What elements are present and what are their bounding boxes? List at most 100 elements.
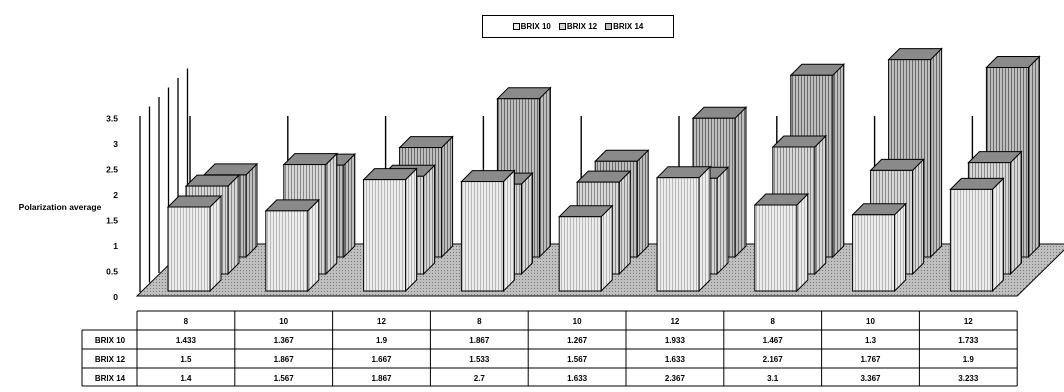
x-tick-label: 10 — [279, 317, 288, 326]
bar-side — [618, 169, 631, 276]
legend-label: BRIX 10 — [520, 22, 551, 31]
bar-front — [558, 216, 602, 292]
bar-side — [991, 177, 1004, 293]
bar-front — [167, 206, 211, 292]
bar-side — [538, 86, 551, 259]
bar — [362, 167, 418, 293]
table-cell-value: 1.267 — [567, 336, 588, 345]
table-cell-value: 1.3 — [865, 336, 877, 345]
table-row-header: BRIX 14 — [95, 374, 126, 383]
legend: BRIX 10 BRIX 12 BRIX 14 — [482, 15, 674, 38]
bar-side — [227, 173, 240, 276]
x-tick-label: 8 — [184, 317, 189, 326]
bar — [264, 198, 321, 293]
bar-side — [441, 135, 454, 259]
bar-side — [343, 152, 356, 259]
table-cell-value: 1.867 — [274, 355, 295, 364]
table-cell-value: 2.7 — [474, 374, 486, 383]
y-tick-label: 1 — [113, 241, 118, 251]
x-tick-label: 8 — [770, 317, 775, 326]
bar-side — [307, 198, 320, 293]
bar-side — [832, 63, 845, 259]
table-cell-value: 1.633 — [665, 355, 686, 364]
table-row-header: BRIX 10 — [95, 336, 126, 345]
bar-front — [363, 179, 407, 292]
bar-front — [852, 214, 896, 292]
y-tick-label: 3.5 — [106, 114, 118, 124]
bar — [166, 194, 223, 293]
table-cell-value: 1.633 — [567, 374, 588, 383]
x-tick-label: 8 — [477, 317, 482, 326]
table-cell-value: 1.867 — [469, 336, 490, 345]
x-tick-label: 10 — [866, 317, 875, 326]
x-tick-label: 12 — [377, 317, 386, 326]
bar-side — [636, 149, 649, 259]
bar-front — [656, 177, 700, 292]
bar-front — [265, 210, 309, 292]
bar-front — [754, 204, 798, 292]
table-cell-value: 1.767 — [860, 355, 881, 364]
legend-label: BRIX 12 — [566, 22, 598, 31]
legend-item: BRIX 10 — [512, 22, 551, 31]
legend-swatch — [512, 23, 520, 30]
bar-side — [930, 47, 943, 259]
bar — [753, 192, 810, 293]
y-tick-label: 0.5 — [106, 267, 118, 277]
bar-side — [325, 152, 338, 276]
bar-front — [949, 188, 993, 292]
x-tick-label: 12 — [670, 317, 679, 326]
y-tick-label: 1.5 — [106, 216, 118, 226]
bar-side — [423, 164, 436, 276]
bar-front — [460, 181, 504, 292]
legend-item: BRIX 12 — [558, 22, 598, 31]
bar-side — [405, 167, 418, 293]
bar-side — [698, 165, 711, 293]
bar-side — [1009, 150, 1022, 276]
table-cell-value: 1.933 — [665, 336, 686, 345]
bar-side — [600, 204, 613, 293]
y-tick-label: 2.5 — [106, 165, 118, 175]
table-cell-value: 1.533 — [469, 355, 490, 364]
bar-side — [814, 134, 827, 276]
table-cell-value: 1.467 — [763, 336, 784, 345]
table-cell-value: 1.667 — [371, 355, 392, 364]
bar-side — [520, 171, 533, 276]
x-tick-label: 10 — [573, 317, 582, 326]
bar-side — [912, 158, 925, 276]
y-axis-title: Polarization average — [19, 202, 102, 212]
table-cell-value: 3.367 — [860, 374, 881, 383]
legend-label: BRIX 14 — [613, 22, 644, 31]
bar — [460, 169, 516, 293]
bar — [851, 202, 907, 293]
table-cell-value: 2.367 — [665, 374, 686, 383]
bar-side — [894, 202, 907, 293]
table-cell-value: 1.367 — [274, 336, 295, 345]
bar — [557, 204, 614, 293]
bar-side — [734, 106, 747, 259]
bar-side — [245, 162, 258, 259]
legend-swatch — [558, 23, 566, 30]
table-cell-value: 1.4 — [180, 374, 192, 383]
table-cell-value: 1.9 — [963, 355, 975, 364]
bar-side — [796, 192, 809, 293]
bar-side — [716, 166, 729, 276]
table-cell-value: 1.567 — [274, 374, 295, 383]
table-cell-value: 1.9 — [376, 336, 388, 345]
y-tick-label: 0 — [113, 292, 118, 302]
table-cell-value: 3.1 — [767, 374, 779, 383]
table-cell-value: 2.167 — [763, 355, 784, 364]
bar — [655, 165, 712, 293]
table-cell-value: 1.5 — [180, 355, 192, 364]
bar — [949, 177, 1005, 293]
y-tick-label: 3 — [113, 139, 118, 149]
table-row-header: BRIX 12 — [95, 355, 126, 364]
table-cell-value: 1.567 — [567, 355, 588, 364]
table-cell-value: 1.733 — [958, 336, 979, 345]
bar-side — [502, 169, 515, 293]
y-tick-label: 2 — [113, 190, 118, 200]
bar-side — [1027, 55, 1040, 259]
legend-swatch — [605, 23, 613, 30]
table-cell-value: 1.867 — [371, 374, 392, 383]
table-cell-value: 3.233 — [958, 374, 979, 383]
